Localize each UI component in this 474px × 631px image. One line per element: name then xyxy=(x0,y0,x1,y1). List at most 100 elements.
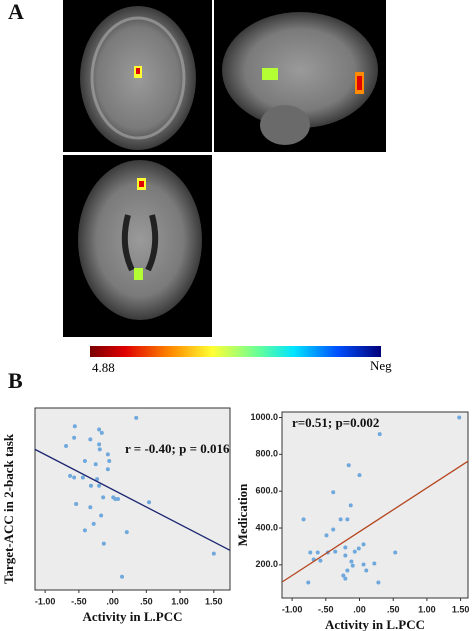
point xyxy=(376,580,381,585)
point xyxy=(349,559,354,564)
point xyxy=(64,444,69,449)
point xyxy=(343,553,348,558)
y-tick-label: 200.0 xyxy=(255,559,278,569)
y-tick-label: 400.0 xyxy=(255,522,278,532)
x-axis-label: Activity in L.PCC xyxy=(325,617,425,631)
point xyxy=(318,558,323,563)
annotation: r=0.51; p=0.002 xyxy=(292,415,379,430)
point xyxy=(82,528,87,533)
point xyxy=(134,415,139,420)
point xyxy=(124,530,129,535)
colorbar-low-label: 4.88 xyxy=(92,360,115,375)
x-axis-label: Activity in L.PCC xyxy=(82,609,182,624)
colorbar xyxy=(90,346,381,357)
point xyxy=(343,545,348,550)
point xyxy=(97,447,102,452)
x-tick-label: .50 xyxy=(140,596,153,606)
x-tick-label: 1.50 xyxy=(205,596,223,606)
point xyxy=(99,513,104,518)
point xyxy=(315,550,320,555)
point xyxy=(211,551,216,556)
point xyxy=(338,517,343,522)
point xyxy=(345,568,350,573)
point xyxy=(120,574,125,579)
point xyxy=(346,463,351,468)
point xyxy=(72,435,77,440)
point xyxy=(308,550,313,555)
x-tick-label: .50 xyxy=(387,604,400,614)
fit-line xyxy=(282,460,469,583)
point xyxy=(105,452,110,457)
point xyxy=(364,568,369,573)
point xyxy=(352,549,357,554)
point xyxy=(107,458,112,463)
point xyxy=(97,483,102,488)
point xyxy=(72,424,77,429)
point xyxy=(377,432,382,437)
point xyxy=(343,576,348,581)
annotation: r = -0.40; p = 0.016 xyxy=(125,441,230,456)
point xyxy=(393,550,398,555)
point xyxy=(115,497,120,501)
y-tick-label: 600.0 xyxy=(255,486,278,496)
point xyxy=(361,562,366,567)
x-tick-label: -.50 xyxy=(318,604,334,614)
point xyxy=(147,500,152,505)
point xyxy=(350,563,355,568)
point xyxy=(306,580,311,585)
x-tick-label: -1.00 xyxy=(35,596,56,606)
point xyxy=(333,549,338,554)
point xyxy=(88,505,93,510)
point xyxy=(89,483,94,488)
x-tick-label: .00 xyxy=(353,604,366,614)
panel-label: B xyxy=(8,368,23,393)
point xyxy=(82,458,87,463)
point xyxy=(341,573,346,578)
point xyxy=(101,495,106,500)
point xyxy=(301,517,306,522)
point xyxy=(357,473,362,478)
plot-area xyxy=(281,411,469,599)
point xyxy=(93,462,98,467)
x-tick-label: -.50 xyxy=(71,596,87,606)
y-axis-label: Medication xyxy=(235,483,250,547)
point xyxy=(68,473,73,478)
point xyxy=(95,477,100,482)
point xyxy=(99,430,104,435)
point xyxy=(356,546,361,551)
colorbar-high-label: Neg xyxy=(370,358,392,373)
x-tick-label: 1.00 xyxy=(418,604,436,614)
point xyxy=(105,467,110,472)
y-tick-label: 1000.0 xyxy=(250,412,278,422)
point xyxy=(345,517,350,522)
x-tick-label: 1.50 xyxy=(452,604,470,614)
point xyxy=(324,533,329,538)
brain-axial-1 xyxy=(63,0,212,152)
point xyxy=(80,475,85,480)
point xyxy=(348,503,353,508)
panel-label: A xyxy=(8,0,24,24)
point xyxy=(457,415,462,420)
point xyxy=(372,561,377,566)
point xyxy=(74,501,79,506)
x-tick-label: .00 xyxy=(106,596,119,606)
x-tick-label: 1.00 xyxy=(171,596,189,606)
point xyxy=(72,475,77,480)
brain-sagittal xyxy=(214,0,386,152)
point xyxy=(101,541,106,546)
point xyxy=(97,427,102,432)
plot-area xyxy=(34,407,231,591)
point xyxy=(91,521,96,526)
x-tick-label: -1.00 xyxy=(282,604,303,614)
point xyxy=(361,542,366,547)
point xyxy=(331,490,336,495)
y-tick-label: 800.0 xyxy=(255,449,278,459)
y-axis-label: Target-ACC in 2-back task xyxy=(1,433,16,584)
point xyxy=(88,437,93,442)
fit-line xyxy=(34,448,231,551)
point xyxy=(97,442,102,447)
point xyxy=(331,527,336,532)
brain-axial-2 xyxy=(63,155,212,337)
